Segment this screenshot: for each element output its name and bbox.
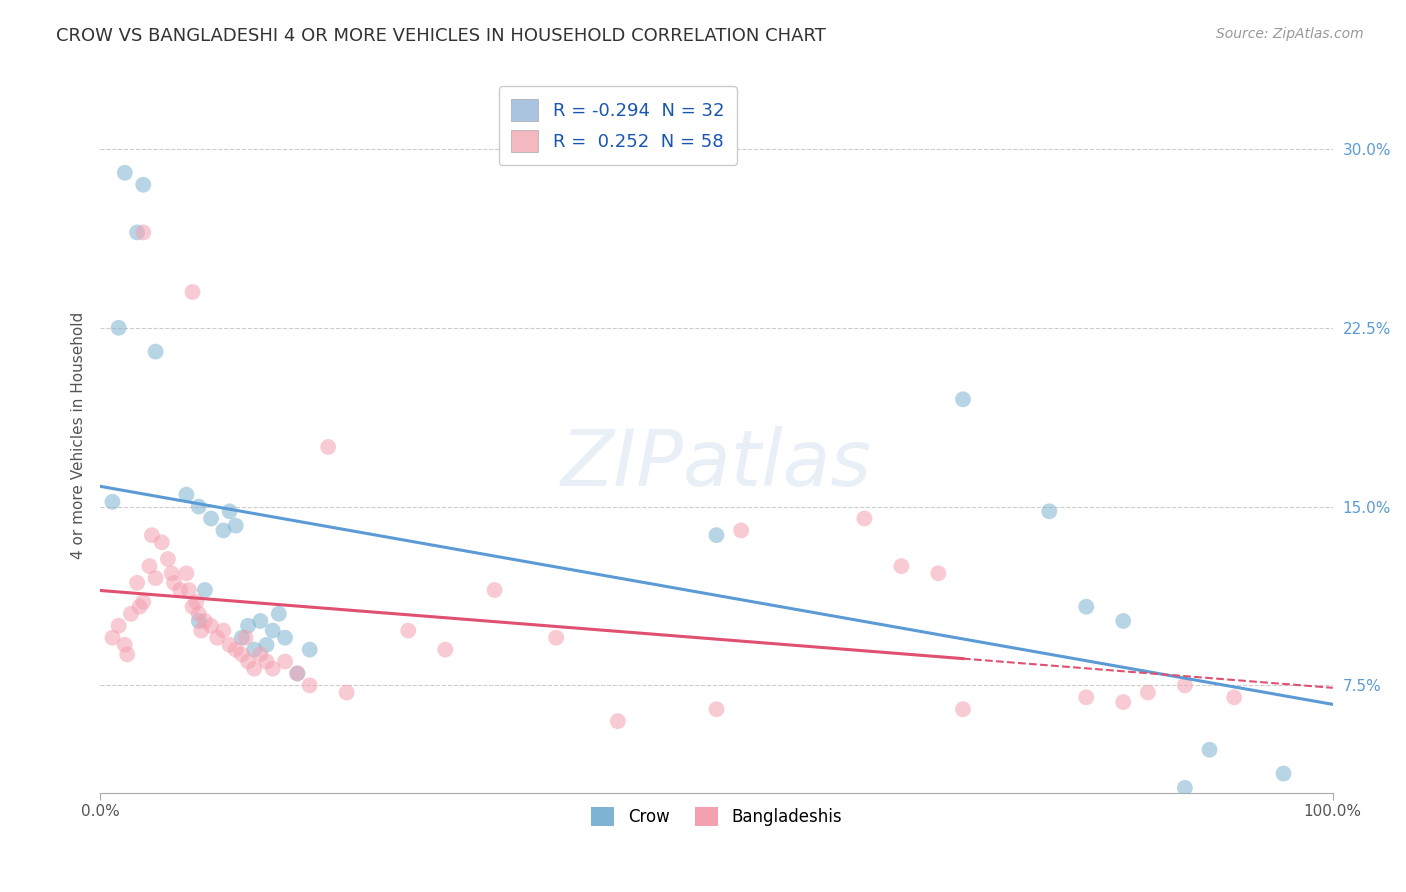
Point [853,511,876,525]
Point [176,488,198,502]
Point [190,624,212,638]
Point [186,595,208,609]
Point [194,614,217,628]
Point [138,559,160,574]
Point [163,575,186,590]
Point [1198,743,1220,757]
Point [952,702,974,716]
Point [706,528,728,542]
Point [212,524,235,538]
Point [200,619,222,633]
Point [145,344,167,359]
Point [267,607,290,621]
Point [212,624,235,638]
Point [120,607,142,621]
Point [484,582,506,597]
Point [256,655,278,669]
Point [218,638,240,652]
Point [1272,766,1295,780]
Point [1038,504,1060,518]
Point [132,226,155,240]
Point [194,582,217,597]
Point [176,566,198,581]
Point [298,678,321,692]
Point [150,535,173,549]
Point [187,500,209,514]
Point [156,552,179,566]
Point [141,528,163,542]
Point [1174,678,1197,692]
Point [1174,780,1197,795]
Point [274,655,297,669]
Point [187,614,209,628]
Point [262,662,284,676]
Point [1076,690,1098,705]
Point [236,655,259,669]
Point [285,666,308,681]
Point [177,582,200,597]
Point [169,582,191,597]
Point [262,624,284,638]
Point [236,619,259,633]
Point [145,571,167,585]
Point [114,166,136,180]
Point [1076,599,1098,614]
Point [249,648,271,662]
Point [396,624,419,638]
Point [316,440,339,454]
Point [231,631,253,645]
Point [1136,685,1159,699]
Point [952,392,974,407]
Point [256,638,278,652]
Text: Source: ZipAtlas.com: Source: ZipAtlas.com [1216,27,1364,41]
Text: ZIPatlas: ZIPatlas [561,425,872,501]
Point [336,685,359,699]
Point [187,607,209,621]
Point [1223,690,1246,705]
Point [127,575,149,590]
Point [132,595,155,609]
Point [225,642,247,657]
Point [434,642,457,657]
Point [285,666,308,681]
Point [606,714,628,728]
Point [249,614,271,628]
Point [200,511,222,525]
Point [107,619,129,633]
Point [101,631,124,645]
Point [101,495,124,509]
Point [274,631,297,645]
Point [927,566,949,581]
Point [117,648,139,662]
Point [207,631,229,645]
Point [181,599,204,614]
Point [181,285,204,299]
Point [128,599,150,614]
Point [235,631,257,645]
Point [1112,695,1135,709]
Point [243,662,266,676]
Point [730,524,752,538]
Legend: Crow, Bangladeshis: Crow, Bangladeshis [582,798,851,834]
Y-axis label: 4 or more Vehicles in Household: 4 or more Vehicles in Household [72,311,86,558]
Point [546,631,568,645]
Point [127,226,149,240]
Point [114,638,136,652]
Point [243,642,266,657]
Text: CROW VS BANGLADESHI 4 OR MORE VEHICLES IN HOUSEHOLD CORRELATION CHART: CROW VS BANGLADESHI 4 OR MORE VEHICLES I… [56,27,827,45]
Point [706,702,728,716]
Point [132,178,155,192]
Point [107,320,129,334]
Point [890,559,912,574]
Point [218,504,240,518]
Point [231,648,253,662]
Point [1112,614,1135,628]
Point [225,518,247,533]
Point [298,642,321,657]
Point [160,566,183,581]
